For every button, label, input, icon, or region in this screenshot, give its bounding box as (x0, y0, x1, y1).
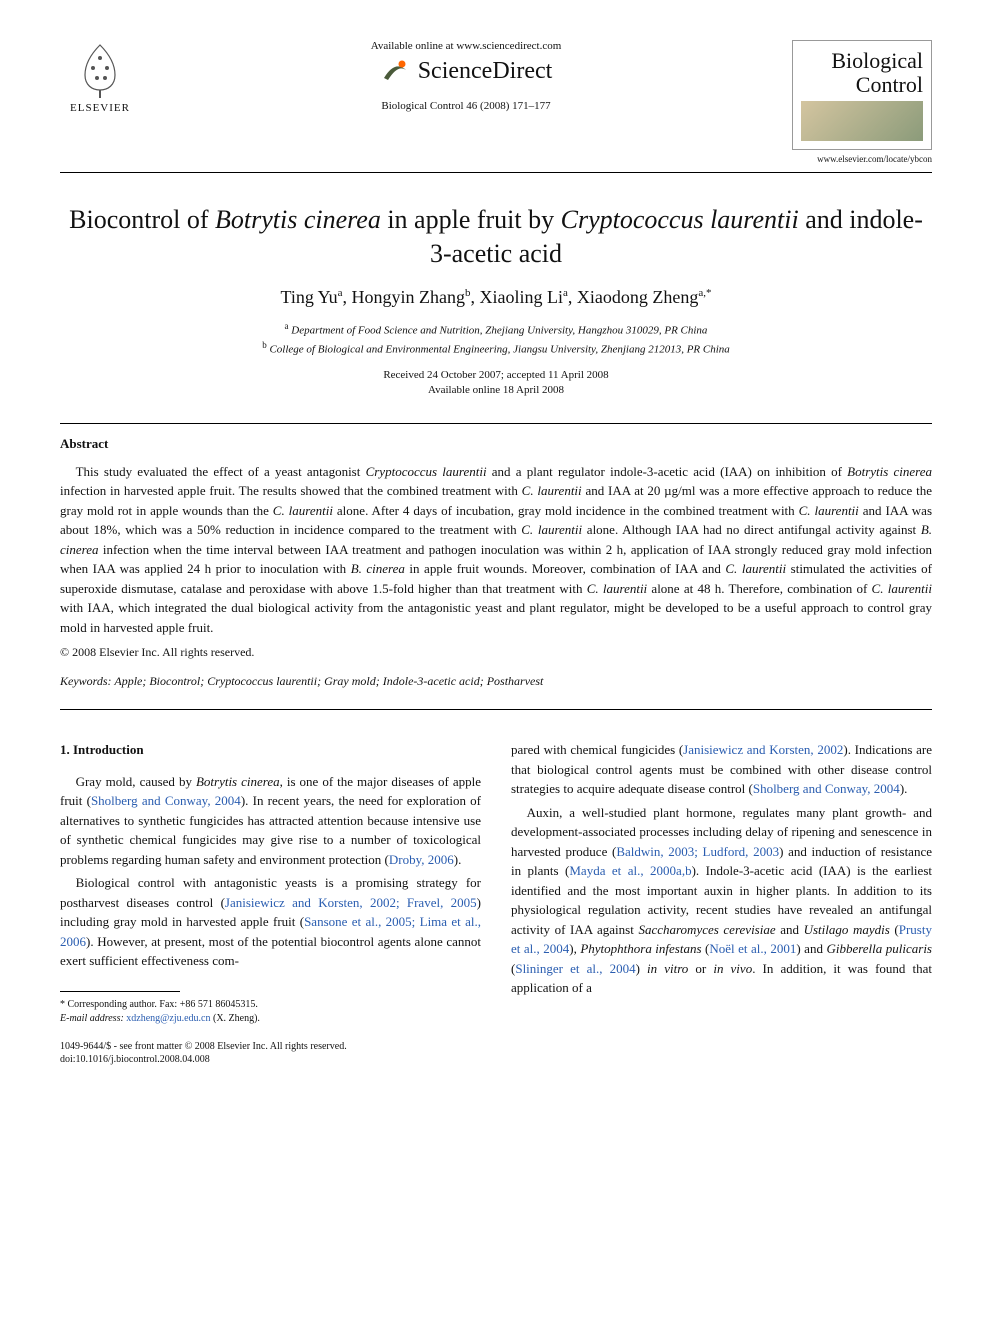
column-right: pared with chemical fungicides (Janisiew… (511, 740, 932, 1066)
publisher-logo-block: ELSEVIER (60, 40, 140, 114)
section-heading-intro: 1. Introduction (60, 740, 481, 760)
author-3-aff: a (563, 287, 568, 299)
sciencedirect-text: ScienceDirect (418, 58, 553, 85)
journal-title-line2: Control (856, 72, 923, 97)
affiliations: a Department of Food Science and Nutriti… (60, 320, 932, 358)
journal-title: Biological Control (801, 49, 923, 97)
sciencedirect-icon (380, 56, 410, 86)
author-4-aff: a,* (698, 287, 711, 299)
doi-text: doi:10.1016/j.biocontrol.2008.04.008 (60, 1054, 210, 1065)
title-text: in apple fruit by (381, 205, 561, 234)
keywords-line: Keywords: Apple; Biocontrol; Cryptococcu… (60, 674, 932, 689)
copyright-line: © 2008 Elsevier Inc. All rights reserved… (60, 645, 932, 660)
article-dates: Received 24 October 2007; accepted 11 Ap… (60, 368, 932, 399)
affiliation-a: Department of Food Science and Nutrition… (291, 325, 707, 337)
available-online-text: Available online at www.sciencedirect.co… (160, 40, 772, 52)
author-2-aff: b (465, 287, 471, 299)
email-link[interactable]: xdzheng@zju.edu.cn (126, 1013, 210, 1024)
sciencedirect-brand: ScienceDirect (380, 56, 553, 86)
email-label: E-mail address: (60, 1013, 124, 1024)
journal-title-line1: Biological (831, 48, 923, 73)
author-3: Xiaoling Li (480, 287, 564, 307)
title-text: Biocontrol of (69, 205, 215, 234)
issn-text: 1049-9644/$ - see front matter © 2008 El… (60, 1041, 347, 1052)
received-date: Received 24 October 2007; accepted 11 Ap… (383, 369, 608, 381)
intro-para-1: Gray mold, caused by Botrytis cinerea, i… (60, 772, 481, 870)
journal-header: ELSEVIER Available online at www.science… (60, 40, 932, 173)
author-4: Xiaodong Zheng (577, 287, 698, 307)
intro-para-3: Auxin, a well-studied plant hormone, reg… (511, 803, 932, 998)
column-left: 1. Introduction Gray mold, caused by Bot… (60, 740, 481, 1066)
issn-line: 1049-9644/$ - see front matter © 2008 El… (60, 1040, 481, 1066)
title-species1: Botrytis cinerea (215, 205, 381, 234)
title-species2: Cryptococcus laurentii (561, 205, 799, 234)
divider (60, 423, 932, 424)
journal-cover-block: Biological Control www.elsevier.com/loca… (792, 40, 932, 164)
footnote-separator (60, 991, 180, 992)
journal-cover-image (801, 101, 923, 141)
intro-para-1-cont: pared with chemical fungicides (Janisiew… (511, 740, 932, 799)
authors-line: Ting Yua, Hongyin Zhangb, Xiaoling Lia, … (60, 287, 932, 308)
journal-url: www.elsevier.com/locate/ybcon (792, 154, 932, 164)
abstract-body: This study evaluated the effect of a yea… (60, 462, 932, 638)
corresponding-author: * Corresponding author. Fax: +86 571 860… (60, 998, 481, 1026)
intro-para-2: Biological control with antagonistic yea… (60, 873, 481, 971)
author-1-aff: a (338, 287, 343, 299)
affiliation-b: College of Biological and Environmental … (269, 344, 729, 356)
keywords-list: Apple; Biocontrol; Cryptococcus laurenti… (114, 674, 543, 688)
body-columns: 1. Introduction Gray mold, caused by Bot… (60, 740, 932, 1066)
elsevier-tree-icon (75, 40, 125, 100)
abstract-heading: Abstract (60, 436, 932, 452)
corresponding-text: * Corresponding author. Fax: +86 571 860… (60, 999, 258, 1010)
publisher-label: ELSEVIER (70, 102, 130, 114)
email-who: (X. Zheng). (213, 1013, 260, 1024)
header-center: Available online at www.sciencedirect.co… (140, 40, 792, 112)
keywords-label: Keywords: (60, 674, 112, 688)
article-title: Biocontrol of Botrytis cinerea in apple … (60, 203, 932, 271)
author-1: Ting Yu (280, 287, 337, 307)
author-2: Hongyin Zhang (352, 287, 465, 307)
online-date: Available online 18 April 2008 (428, 384, 564, 396)
citation-line: Biological Control 46 (2008) 171–177 (160, 100, 772, 112)
divider (60, 709, 932, 710)
